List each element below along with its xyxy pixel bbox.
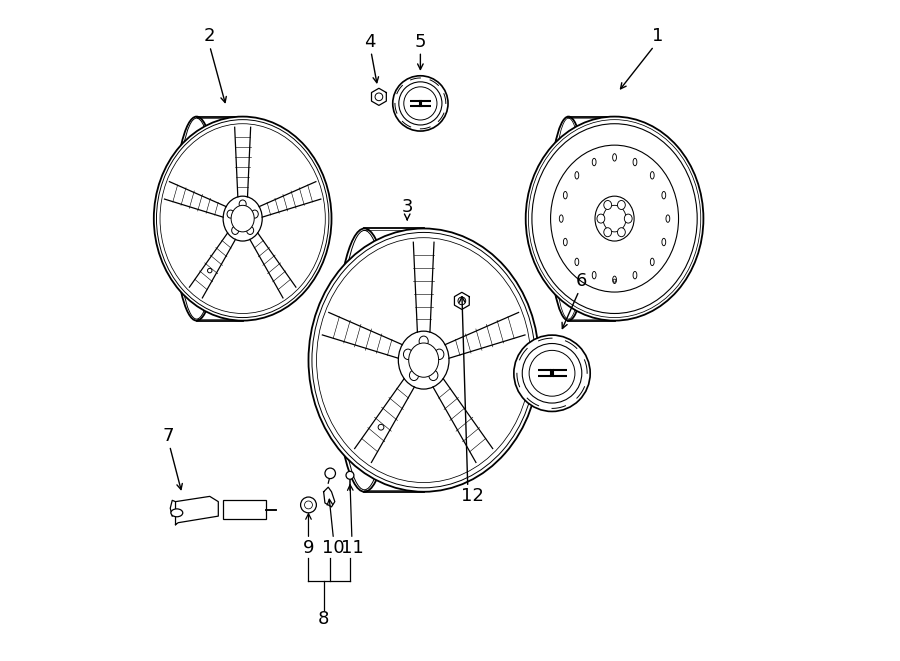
- Ellipse shape: [575, 258, 579, 266]
- Ellipse shape: [231, 206, 254, 232]
- Ellipse shape: [651, 258, 654, 266]
- Ellipse shape: [604, 228, 612, 237]
- Text: 5: 5: [415, 33, 426, 51]
- Ellipse shape: [651, 172, 654, 179]
- Ellipse shape: [662, 239, 666, 246]
- Ellipse shape: [410, 370, 418, 381]
- Ellipse shape: [613, 279, 616, 282]
- Circle shape: [301, 497, 317, 513]
- Ellipse shape: [403, 349, 412, 360]
- Circle shape: [378, 424, 384, 430]
- Polygon shape: [324, 487, 335, 507]
- Ellipse shape: [603, 206, 626, 232]
- Ellipse shape: [247, 226, 254, 235]
- Ellipse shape: [617, 228, 626, 237]
- Ellipse shape: [575, 172, 579, 179]
- Ellipse shape: [633, 272, 637, 279]
- Ellipse shape: [171, 509, 183, 517]
- Text: 7: 7: [163, 427, 174, 445]
- Circle shape: [392, 76, 448, 131]
- Ellipse shape: [227, 210, 234, 218]
- Text: 4: 4: [364, 33, 375, 51]
- Ellipse shape: [563, 192, 567, 199]
- Ellipse shape: [595, 196, 634, 241]
- Ellipse shape: [223, 196, 262, 241]
- Ellipse shape: [613, 154, 617, 161]
- Polygon shape: [454, 292, 469, 309]
- Ellipse shape: [662, 192, 666, 199]
- Text: 12: 12: [461, 487, 484, 506]
- Text: 6: 6: [576, 272, 588, 290]
- Ellipse shape: [399, 331, 449, 389]
- Ellipse shape: [419, 336, 428, 346]
- Ellipse shape: [666, 215, 670, 222]
- Text: 11: 11: [340, 539, 364, 557]
- Polygon shape: [372, 89, 386, 105]
- Circle shape: [514, 335, 590, 411]
- Ellipse shape: [592, 272, 596, 279]
- Text: 1: 1: [652, 26, 663, 44]
- Ellipse shape: [625, 214, 632, 223]
- Text: 8: 8: [318, 610, 329, 628]
- Text: 3: 3: [401, 198, 413, 215]
- Polygon shape: [176, 496, 219, 525]
- Circle shape: [325, 468, 336, 479]
- Ellipse shape: [597, 214, 605, 223]
- Ellipse shape: [154, 116, 331, 321]
- Ellipse shape: [231, 226, 239, 235]
- Ellipse shape: [251, 210, 258, 218]
- Ellipse shape: [604, 200, 612, 210]
- Ellipse shape: [633, 159, 637, 166]
- Ellipse shape: [309, 229, 539, 492]
- Ellipse shape: [592, 159, 596, 166]
- Ellipse shape: [617, 200, 626, 210]
- Ellipse shape: [563, 239, 567, 246]
- Circle shape: [208, 268, 212, 273]
- Text: 9: 9: [302, 539, 314, 557]
- Ellipse shape: [526, 116, 704, 321]
- Ellipse shape: [435, 349, 444, 360]
- Text: 10: 10: [322, 539, 345, 557]
- Bar: [223, 500, 266, 519]
- Ellipse shape: [613, 276, 617, 284]
- Ellipse shape: [428, 370, 438, 381]
- Ellipse shape: [409, 343, 438, 377]
- Ellipse shape: [239, 200, 247, 208]
- Text: 2: 2: [204, 26, 215, 44]
- Circle shape: [346, 471, 354, 479]
- Ellipse shape: [559, 215, 563, 222]
